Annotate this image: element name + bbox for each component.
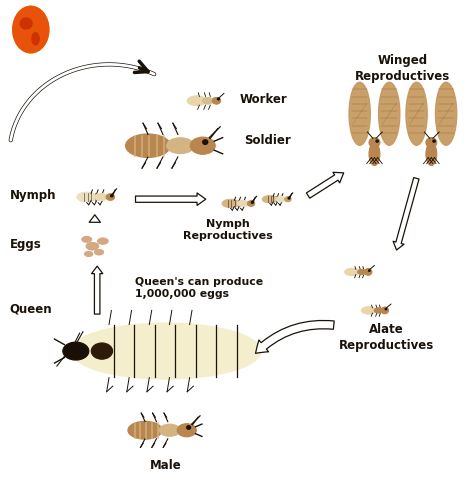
Text: Queen's can produce
1,000,000 eggs: Queen's can produce 1,000,000 eggs	[135, 276, 263, 299]
Circle shape	[13, 7, 49, 54]
Ellipse shape	[77, 193, 97, 203]
Ellipse shape	[436, 83, 457, 146]
Ellipse shape	[126, 135, 171, 158]
Text: Nymph
Reproductives: Nymph Reproductives	[182, 219, 273, 241]
FancyArrowPatch shape	[255, 321, 334, 354]
Ellipse shape	[20, 19, 32, 30]
Circle shape	[433, 141, 435, 143]
Ellipse shape	[369, 143, 380, 166]
Circle shape	[385, 309, 387, 310]
Circle shape	[218, 99, 219, 101]
Circle shape	[288, 198, 290, 200]
Ellipse shape	[374, 308, 383, 313]
FancyArrowPatch shape	[91, 266, 103, 314]
Ellipse shape	[159, 425, 180, 436]
FancyArrowPatch shape	[89, 215, 100, 223]
Text: Queen: Queen	[9, 302, 52, 315]
FancyArrowPatch shape	[393, 178, 419, 250]
Text: Termite Life Cycle
Caste System: Termite Life Cycle Caste System	[282, 13, 429, 48]
Ellipse shape	[345, 269, 359, 276]
Ellipse shape	[212, 98, 221, 105]
Circle shape	[251, 202, 253, 204]
Ellipse shape	[285, 197, 291, 203]
Text: Worker: Worker	[239, 93, 287, 106]
Ellipse shape	[13, 7, 49, 54]
Ellipse shape	[262, 196, 277, 203]
Ellipse shape	[94, 250, 104, 256]
Ellipse shape	[357, 270, 366, 275]
Text: planet orange: planet orange	[64, 24, 158, 37]
Ellipse shape	[276, 197, 286, 203]
Text: Eggs: Eggs	[9, 237, 41, 250]
Text: Nymph: Nymph	[9, 189, 56, 202]
Ellipse shape	[426, 143, 437, 166]
Ellipse shape	[222, 200, 239, 208]
FancyArrowPatch shape	[306, 173, 344, 199]
Ellipse shape	[82, 237, 92, 243]
Circle shape	[381, 307, 389, 314]
Ellipse shape	[187, 97, 206, 106]
Circle shape	[369, 270, 370, 272]
Ellipse shape	[86, 243, 99, 251]
Ellipse shape	[71, 324, 261, 379]
Ellipse shape	[177, 424, 196, 437]
Ellipse shape	[406, 83, 427, 146]
Text: Male: Male	[150, 458, 182, 471]
FancyArrowPatch shape	[136, 194, 206, 206]
Ellipse shape	[128, 422, 162, 439]
Text: Alate
Reproductives: Alate Reproductives	[339, 322, 434, 351]
Ellipse shape	[191, 138, 215, 155]
Ellipse shape	[361, 307, 376, 314]
Circle shape	[426, 139, 437, 148]
Circle shape	[187, 426, 191, 429]
Ellipse shape	[84, 252, 93, 257]
Text: Soldier: Soldier	[244, 134, 291, 146]
Circle shape	[369, 139, 380, 148]
Ellipse shape	[32, 34, 39, 46]
Ellipse shape	[167, 139, 194, 154]
Ellipse shape	[349, 83, 370, 146]
Ellipse shape	[94, 194, 107, 201]
Ellipse shape	[63, 343, 89, 360]
Circle shape	[376, 141, 378, 143]
Text: Winged
Reproductives: Winged Reproductives	[356, 54, 450, 83]
Circle shape	[203, 141, 208, 145]
Ellipse shape	[98, 239, 108, 245]
Ellipse shape	[106, 194, 115, 201]
Ellipse shape	[237, 201, 248, 207]
Ellipse shape	[247, 201, 255, 207]
Ellipse shape	[379, 83, 400, 146]
Ellipse shape	[202, 98, 213, 105]
Ellipse shape	[91, 343, 113, 360]
Circle shape	[365, 269, 372, 276]
Circle shape	[110, 195, 113, 197]
